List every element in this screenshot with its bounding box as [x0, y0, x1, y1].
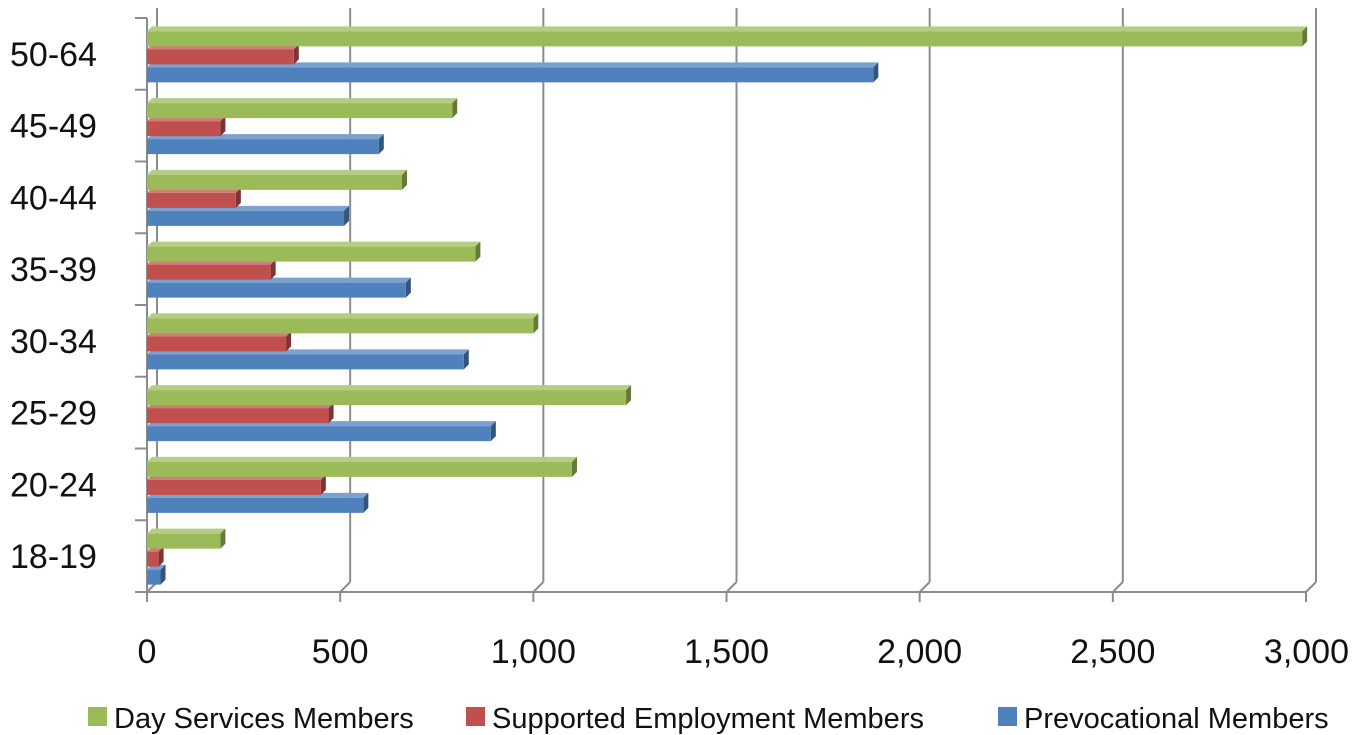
bars: [147, 26, 1308, 585]
legend-item: Day Services Members: [88, 703, 414, 735]
y-tick-label: 35-39: [10, 251, 97, 289]
legend-label: Prevocational Members: [1024, 703, 1329, 735]
bar-supported-employment-members-20-24: [147, 474, 326, 495]
y-tick-label: 30-34: [10, 323, 97, 361]
legend-swatch: [88, 707, 107, 726]
legend: Day Services Members Supported Employment…: [88, 703, 1329, 735]
bar-supported-employment-members-35-39: [147, 259, 276, 280]
bar-day-services-members-30-34: [147, 313, 539, 334]
x-tick-label: 0: [138, 633, 157, 671]
bar-prevocational-members-18-19: [147, 564, 166, 585]
bar-supported-employment-members-45-49: [147, 116, 226, 137]
x-tick-label: 2,500: [1070, 633, 1155, 671]
legend-swatch: [998, 707, 1017, 726]
legend-item: Supported Employment Members: [466, 703, 924, 735]
x-tick-labels: 0 500 1,000 1,500 2,000 2,500 3,000: [138, 633, 1349, 671]
y-tick-label: 20-24: [10, 466, 97, 504]
bar-prevocational-members-45-49: [147, 134, 384, 155]
y-tick-label: 45-49: [10, 108, 97, 146]
bar-prevocational-members-40-44: [147, 205, 350, 226]
bar-prevocational-members-35-39: [147, 277, 411, 298]
bar-prevocational-members-25-29: [147, 421, 496, 442]
gridline-floor: [339, 581, 351, 593]
bar-prevocational-members-50-64: [147, 62, 879, 83]
legend-item: Prevocational Members: [998, 703, 1329, 735]
bar-day-services-members-20-24: [147, 456, 577, 477]
x-tick-label: 2,000: [877, 633, 962, 671]
legend-swatch: [466, 707, 485, 726]
y-tick-labels: 18-19 20-24 25-29 30-34 35-39 40-44 45-49 50-64: [10, 36, 97, 576]
bar-supported-employment-members-18-19: [147, 546, 164, 567]
x-tick-label: 500: [312, 633, 369, 671]
bar-day-services-members-25-29: [147, 385, 632, 406]
y-tick-label: 50-64: [10, 36, 97, 74]
bar-prevocational-members-30-34: [147, 349, 469, 370]
bar-supported-employment-members-30-34: [147, 331, 292, 352]
x-tick-label: 3,000: [1264, 633, 1349, 671]
y-tick-label: 18-19: [10, 538, 97, 576]
bar-day-services-members-45-49: [147, 98, 458, 119]
gridline-floor: [1112, 581, 1124, 593]
bar-prevocational-members-20-24: [147, 492, 369, 513]
gridline-floor: [725, 581, 738, 593]
gridline-floor: [918, 581, 931, 593]
y-tick-label: 25-29: [10, 395, 97, 433]
bar-supported-employment-members-50-64: [147, 44, 299, 65]
gridline-floor: [532, 581, 545, 593]
bar-day-services-members-18-19: [147, 528, 226, 549]
bar-day-services-members-40-44: [147, 169, 407, 190]
bar-day-services-members-50-64: [147, 26, 1308, 47]
axes: [135, 8, 1307, 602]
bar-day-services-members-35-39: [147, 241, 481, 262]
x-tick-label: 1,000: [491, 633, 576, 671]
bar-supported-employment-members-40-44: [147, 187, 241, 208]
bar-supported-employment-members-25-29: [147, 403, 334, 424]
y-tick-label: 40-44: [10, 179, 97, 217]
legend-label: Supported Employment Members: [492, 703, 924, 735]
gridline-floor: [1305, 581, 1317, 593]
legend-label: Day Services Members: [114, 703, 414, 735]
x-tick-label: 1,500: [684, 633, 769, 671]
